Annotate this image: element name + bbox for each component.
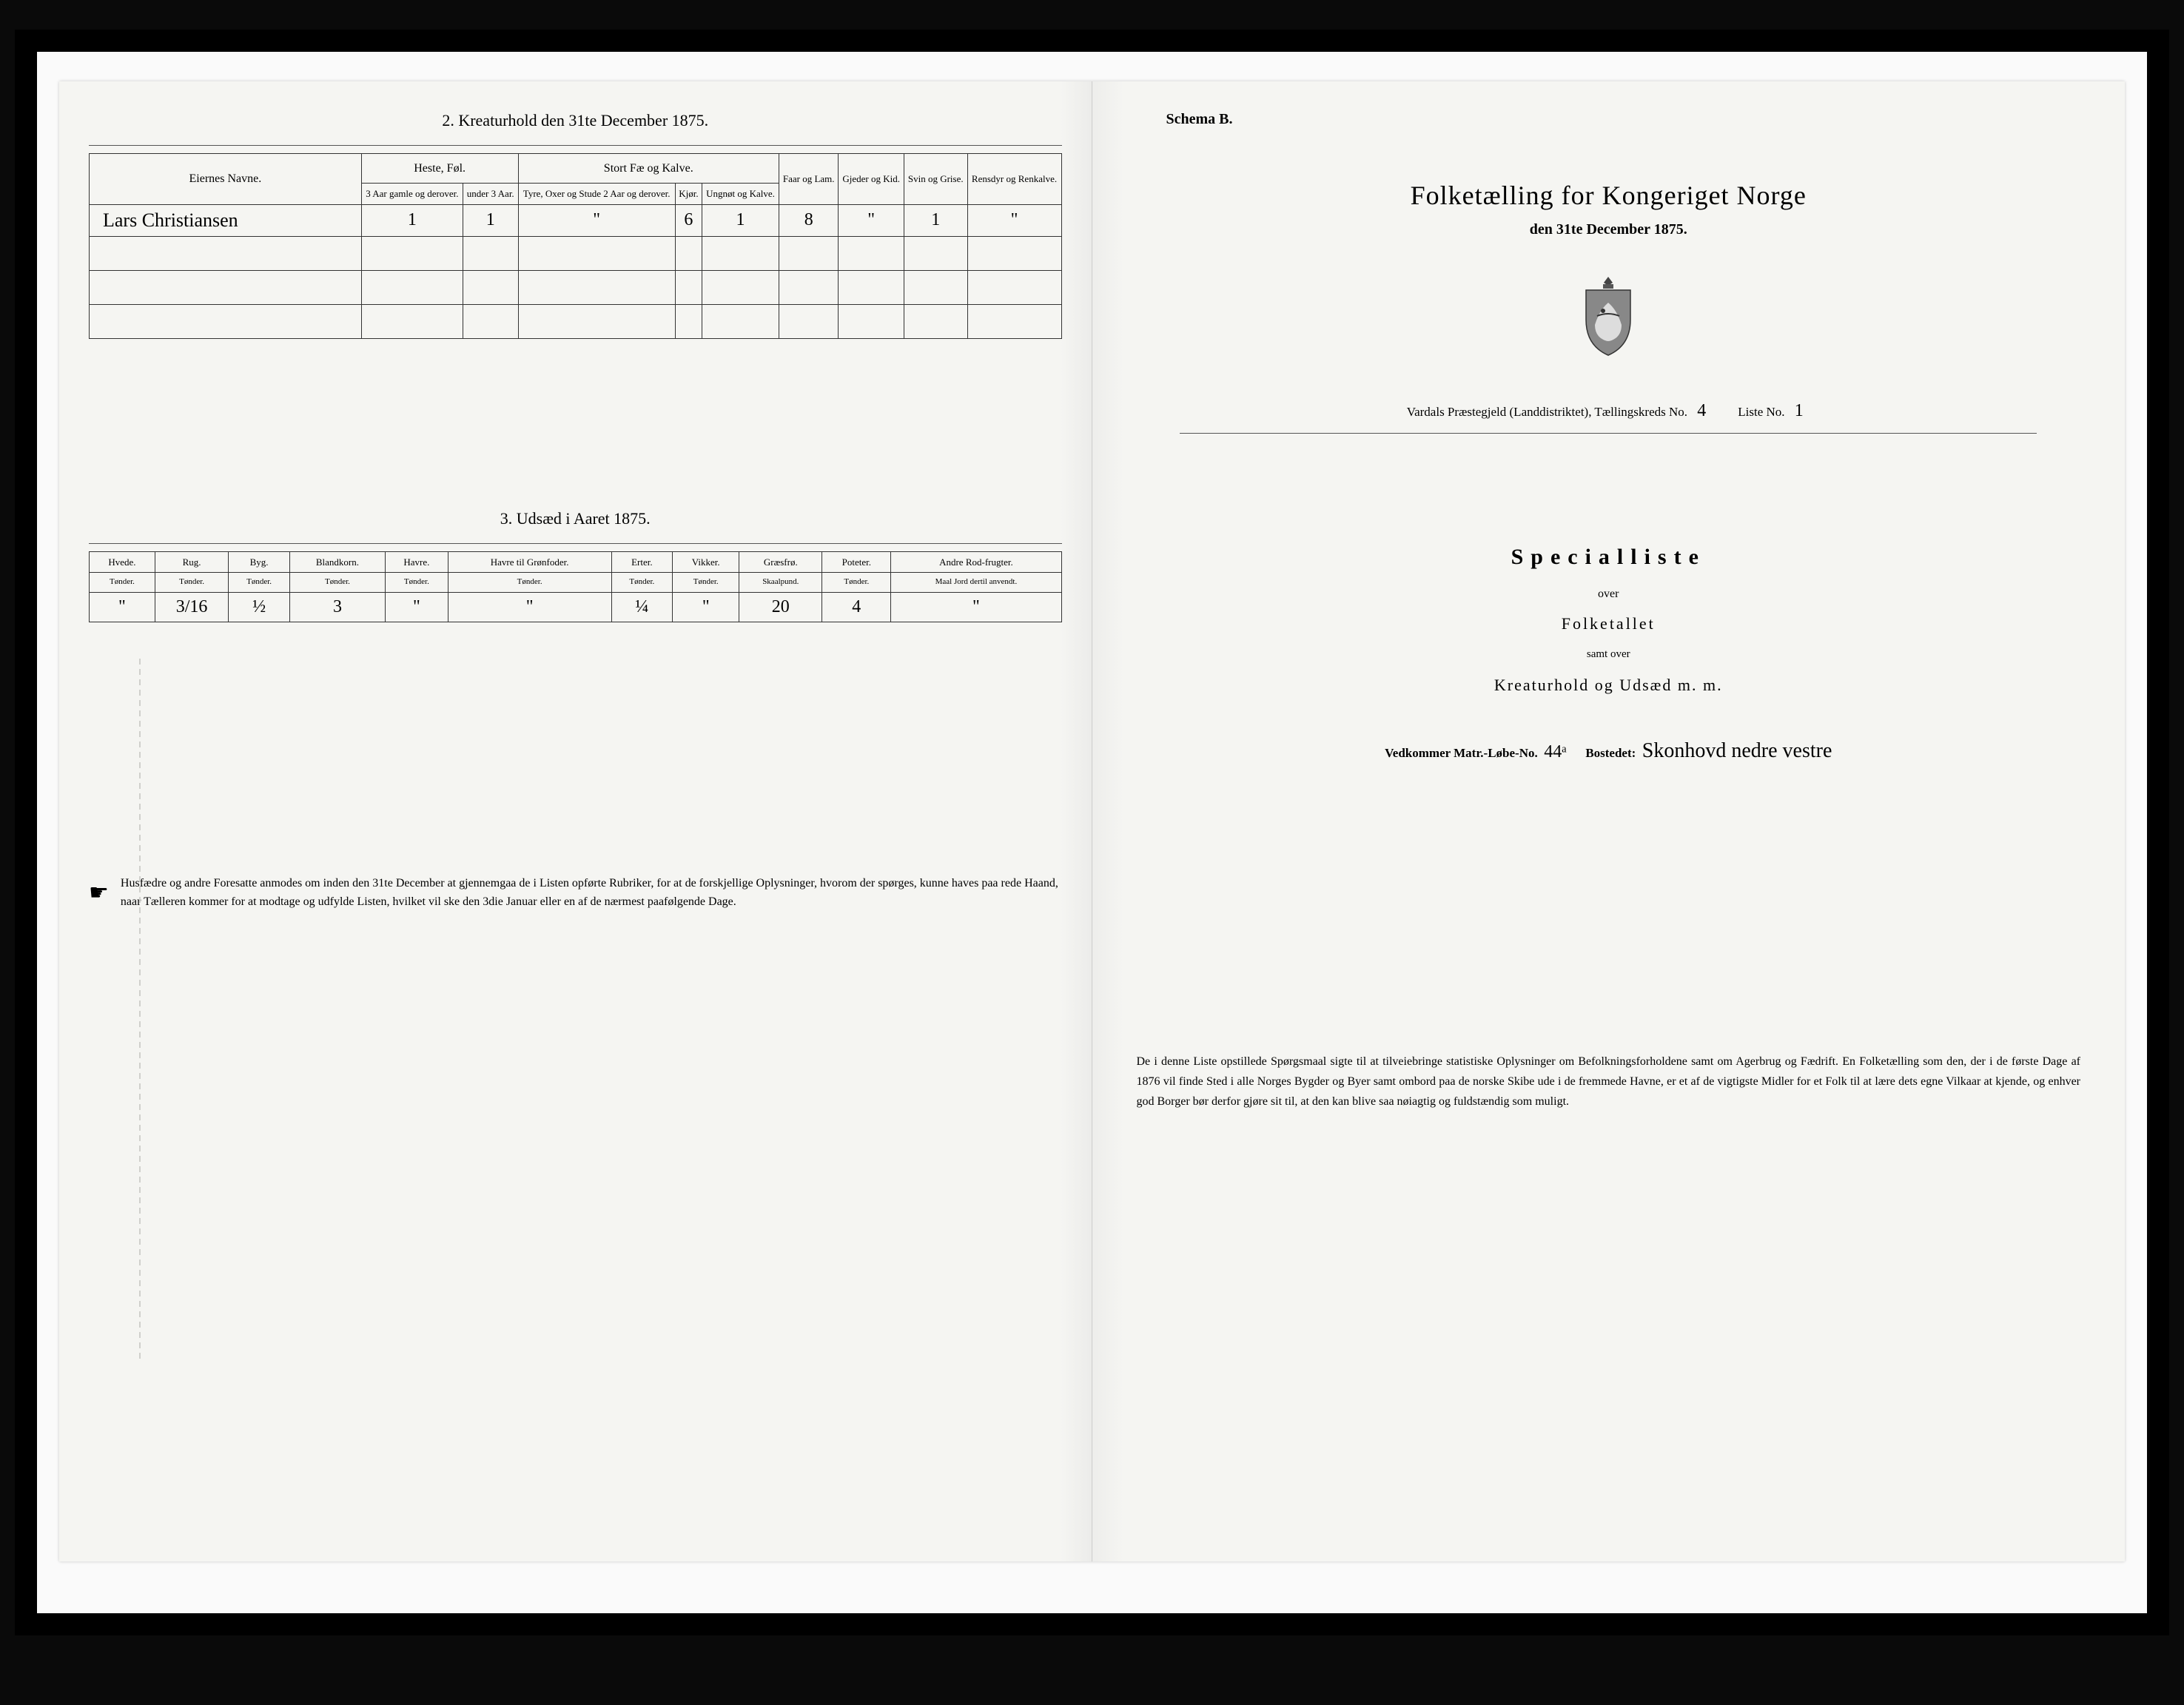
cell: ": [891, 592, 1061, 622]
cell: ": [386, 592, 448, 622]
cell: ½: [229, 592, 290, 622]
col: Havre.: [386, 551, 448, 573]
unit: Tønder.: [822, 573, 891, 592]
bostedet-label: Bostedet:: [1585, 746, 1636, 760]
cell: 1: [361, 204, 463, 236]
cell: 1: [463, 204, 518, 236]
samt-label: samt over: [1122, 648, 2096, 661]
cell: ": [673, 592, 739, 622]
matr-label: Vedkommer Matr.-Løbe-No.: [1385, 746, 1538, 760]
section3-title: 3. Udsæd i Aaret 1875.: [89, 509, 1062, 528]
cell: 4: [822, 592, 891, 622]
left-page: 2. Kreaturhold den 31te December 1875. E…: [59, 81, 1092, 1561]
col-bulls: Tyre, Oxer og Stude 2 Aar og derover.: [518, 184, 675, 205]
col: Græsfrø.: [739, 551, 822, 573]
livestock-table: Eiernes Navne. Heste, Føl. Stort Fæ og K…: [89, 153, 1062, 339]
liste-label: Liste No.: [1738, 405, 1784, 419]
scan-mat: 2. Kreaturhold den 31te December 1875. E…: [37, 52, 2147, 1613]
unit: Tønder.: [155, 573, 228, 592]
unit: Skaalpund.: [739, 573, 822, 592]
date-line: den 31te December 1875.: [1122, 221, 2096, 238]
col: Hvede.: [90, 551, 155, 573]
cell: ¼: [611, 592, 673, 622]
cell: 6: [675, 204, 702, 236]
cell: ": [90, 592, 155, 622]
col-calves: Ungnøt og Kalve.: [702, 184, 779, 205]
col-sheep: Faar og Lam.: [779, 154, 839, 205]
table-row: Lars Christiansen 1 1 " 6 1 8 " 1 ": [90, 204, 1062, 236]
unit: Maal Jord dertil anvendt.: [891, 573, 1061, 592]
unit: Tønder.: [229, 573, 290, 592]
over-label: over: [1122, 588, 2096, 601]
right-footnote: De i denne Liste opstillede Spørgsmaal s…: [1122, 1052, 2096, 1112]
schema-label: Schema B.: [1166, 111, 2096, 128]
parish-line: Vardals Præstegjeld (Landdistriktet), Tæ…: [1122, 401, 2096, 421]
main-title: Folketælling for Kongeriget Norge: [1122, 180, 2096, 211]
cell: 1: [702, 204, 779, 236]
specialliste-title: Specialliste: [1122, 545, 2096, 570]
kreds-no: 4: [1690, 401, 1713, 421]
col-cows: Kjør.: [675, 184, 702, 205]
col-pigs: Svin og Grise.: [904, 154, 967, 205]
colgroup-horses: Heste, Føl.: [361, 154, 518, 184]
coat-of-arms-icon: [1122, 275, 2096, 357]
section2-title: 2. Kreaturhold den 31te December 1875.: [89, 111, 1062, 130]
unit: Tønder.: [289, 573, 385, 592]
col: Vikker.: [673, 551, 739, 573]
document-spread: 2. Kreaturhold den 31te December 1875. E…: [59, 81, 2125, 1561]
unit: Tønder.: [611, 573, 673, 592]
col: Poteter.: [822, 551, 891, 573]
col: Erter.: [611, 551, 673, 573]
col: Havre til Grønfoder.: [448, 551, 611, 573]
binding-artifact: [139, 659, 141, 1362]
bostedet-value: Skonhovd nedre vestre: [1642, 739, 1832, 762]
vedkommer-line: Vedkommer Matr.-Løbe-No. 44ᵃ Bostedet: S…: [1122, 739, 2096, 763]
unit: Tønder.: [673, 573, 739, 592]
cell: 8: [779, 204, 839, 236]
left-footnote: ☛ Husfædre og andre Foresatte anmodes om…: [89, 874, 1062, 912]
right-page: Schema B. Folketælling for Kongeriget No…: [1092, 81, 2126, 1561]
col-owner: Eiernes Navne.: [90, 154, 362, 205]
table-row-empty: [90, 270, 1062, 304]
col-horseunder3: under 3 Aar.: [463, 184, 518, 205]
cell: 1: [904, 204, 967, 236]
cell: 3/16: [155, 592, 228, 622]
col: Andre Rod-frugter.: [891, 551, 1061, 573]
table-row-empty: [90, 236, 1062, 270]
cell: ": [448, 592, 611, 622]
rule: [89, 543, 1062, 544]
scan-frame: 2. Kreaturhold den 31te December 1875. E…: [15, 30, 2169, 1635]
unit: Tønder.: [386, 573, 448, 592]
seed-table: Hvede. Rug. Byg. Blandkorn. Havre. Havre…: [89, 551, 1062, 622]
rule: [1180, 433, 2037, 434]
pointing-hand-icon: ☛: [89, 875, 109, 911]
footnote-text: Husfædre og andre Foresatte anmodes om i…: [121, 874, 1062, 912]
col: Blandkorn.: [289, 551, 385, 573]
col: Rug.: [155, 551, 228, 573]
table-row-empty: [90, 304, 1062, 338]
table-row: " 3/16 ½ 3 " " ¼ " 20 4 ": [90, 592, 1062, 622]
liste-no: 1: [1788, 401, 1810, 421]
matr-no: 44ᵃ: [1544, 742, 1567, 761]
kreatur-label: Kreaturhold og Udsæd m. m.: [1122, 676, 2096, 695]
col: Byg.: [229, 551, 290, 573]
colgroup-cattle: Stort Fæ og Kalve.: [518, 154, 779, 184]
rule: [89, 145, 1062, 146]
cell: 3: [289, 592, 385, 622]
col-horse3plus: 3 Aar gamle og derover.: [361, 184, 463, 205]
parish-text: Vardals Præstegjeld (Landdistriktet), Tæ…: [1407, 405, 1687, 419]
cell: ": [518, 204, 675, 236]
col-goats: Gjeder og Kid.: [839, 154, 904, 205]
cell: ": [839, 204, 904, 236]
folketallet-label: Folketallet: [1122, 614, 2096, 633]
owner-name: Lars Christiansen: [90, 204, 362, 236]
cell: ": [967, 204, 1061, 236]
unit: Tønder.: [448, 573, 611, 592]
unit: Tønder.: [90, 573, 155, 592]
col-reindeer: Rensdyr og Renkalve.: [967, 154, 1061, 205]
cell: 20: [739, 592, 822, 622]
